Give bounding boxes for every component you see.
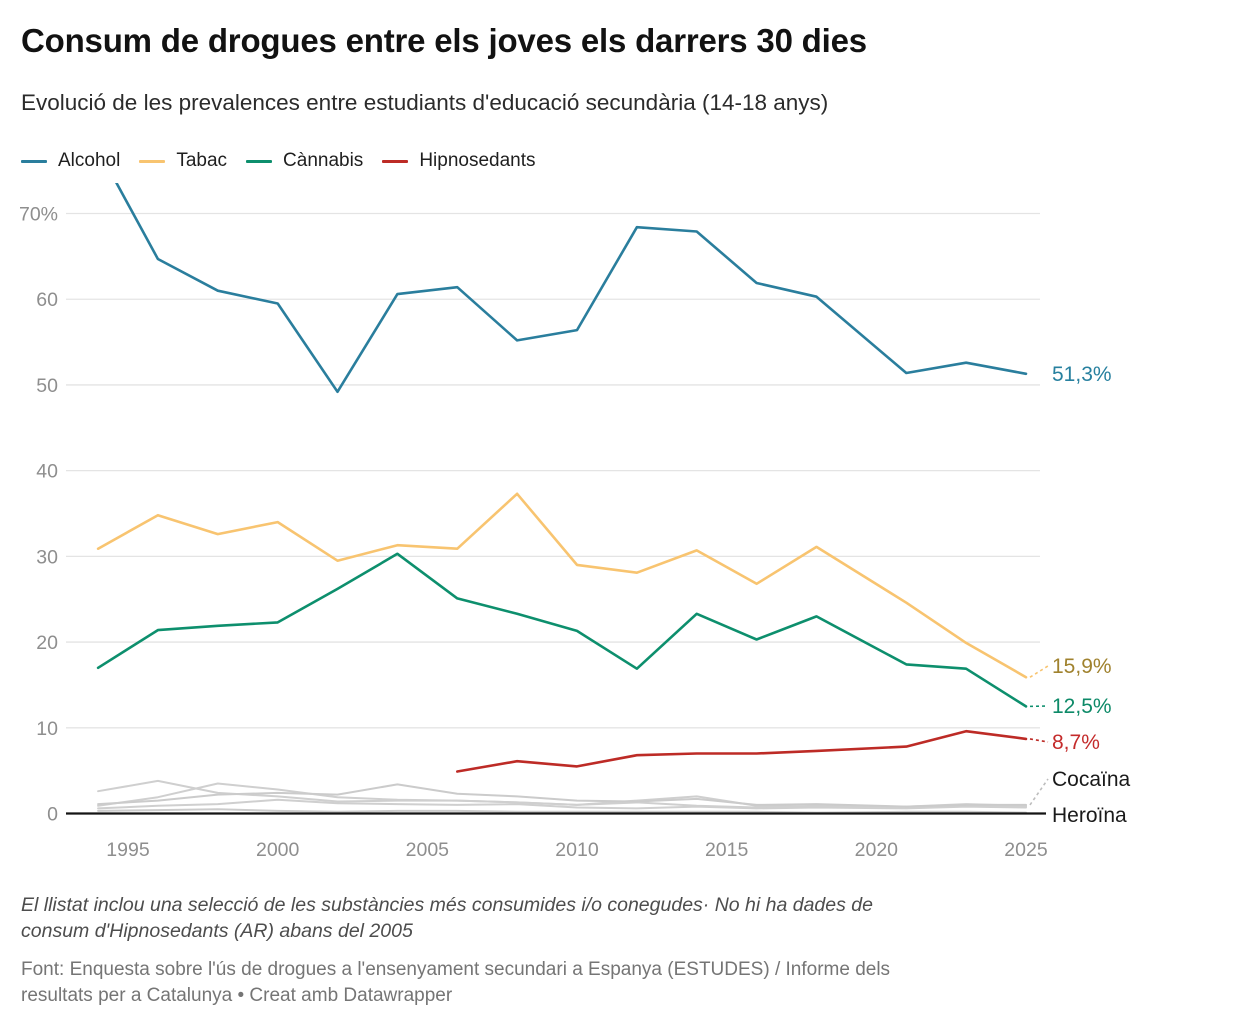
chart-subtitle: Evolució de les prevalences entre estudi… bbox=[21, 90, 829, 115]
legend-label: Hipnosedants bbox=[419, 150, 536, 171]
series-line-coca-na bbox=[97, 783, 1027, 808]
legend-label: Cànnabis bbox=[283, 150, 364, 171]
series-line-hero-na bbox=[97, 808, 1027, 814]
series-lines bbox=[96, 183, 1028, 814]
y-tick-label: 70% bbox=[19, 204, 58, 226]
x-tick-label: 2005 bbox=[406, 839, 450, 861]
chart-footnote: El llistat inclou una selecció de les su… bbox=[21, 894, 873, 942]
legend-item-alcohol: Alcohol bbox=[21, 150, 120, 172]
label-connector-hipnosedants bbox=[1029, 738, 1049, 743]
x-axis-labels: 1995 2000 2005 2010 2015 2020 2025 bbox=[106, 839, 1048, 861]
y-tick-label: 10 bbox=[36, 718, 58, 740]
x-tick-label: 2015 bbox=[705, 839, 749, 861]
legend-label: Alcohol bbox=[58, 150, 121, 171]
chart-title: Consum de drogues entre els joves els da… bbox=[21, 22, 867, 59]
legend-item-cànnabis: Cànnabis bbox=[246, 150, 363, 172]
series-end-labels: Heroïna Cocaïna 8,7% 12,5% 15,9% 51,3% bbox=[1029, 363, 1131, 827]
legend-label: Tabac bbox=[176, 150, 228, 171]
legend-line-swatch bbox=[139, 159, 166, 163]
x-tick-label: 2020 bbox=[855, 839, 899, 861]
y-tick-label: 30 bbox=[36, 546, 58, 568]
legend: Alcohol Tabac Cànnabis Hipnosedants bbox=[21, 150, 536, 172]
x-tick-label: 2010 bbox=[555, 839, 599, 861]
chart-source: Font: Enquesta sobre l'ús de drogues a l… bbox=[21, 959, 891, 1007]
series-end-label-hero-na: Heroïna bbox=[1052, 804, 1127, 827]
series-line-other-8 bbox=[97, 798, 1027, 810]
x-tick-label: 1995 bbox=[106, 839, 150, 861]
series-line-c-nnabis bbox=[96, 552, 1028, 708]
line-chart-plot: 0 10 20 30 40 50 60 70% 1995 2000 2005 2010 2015 2020… bbox=[19, 183, 1131, 861]
label-connector-coca-na bbox=[1029, 778, 1049, 806]
y-tick-label: 20 bbox=[36, 632, 58, 654]
series-end-label-alcohol: 51,3% bbox=[1052, 363, 1112, 386]
y-tick-label: 60 bbox=[36, 289, 58, 311]
legend-line-swatch bbox=[21, 159, 47, 163]
y-axis-labels: 0 10 20 30 40 50 60 70% bbox=[19, 204, 58, 826]
y-tick-label: 0 bbox=[47, 804, 58, 826]
series-end-label-hipnosedants: 8,7% bbox=[1052, 731, 1100, 754]
y-tick-label: 40 bbox=[36, 461, 58, 483]
legend-line-swatch bbox=[382, 159, 409, 163]
legend-line-swatch bbox=[246, 159, 273, 163]
y-tick-label: 50 bbox=[36, 375, 58, 397]
legend-item-tabac: Tabac bbox=[139, 150, 227, 172]
gridlines bbox=[66, 212, 1040, 729]
series-end-label-coca-na: Cocaïna bbox=[1052, 768, 1131, 791]
series-line-other-7 bbox=[97, 782, 1027, 809]
label-connector-tabac bbox=[1029, 665, 1049, 678]
series-end-label-c-nnabis: 12,5% bbox=[1052, 695, 1112, 718]
legend-item-hipnosedants: Hipnosedants bbox=[382, 150, 536, 172]
series-line-alcohol bbox=[115, 183, 1028, 394]
series-line-hipnosedants bbox=[456, 729, 1028, 773]
series-end-label-tabac: 15,9% bbox=[1052, 655, 1112, 678]
series-line-tabac bbox=[96, 492, 1028, 679]
x-tick-label: 2025 bbox=[1004, 839, 1048, 861]
x-tick-label: 2000 bbox=[256, 839, 300, 861]
